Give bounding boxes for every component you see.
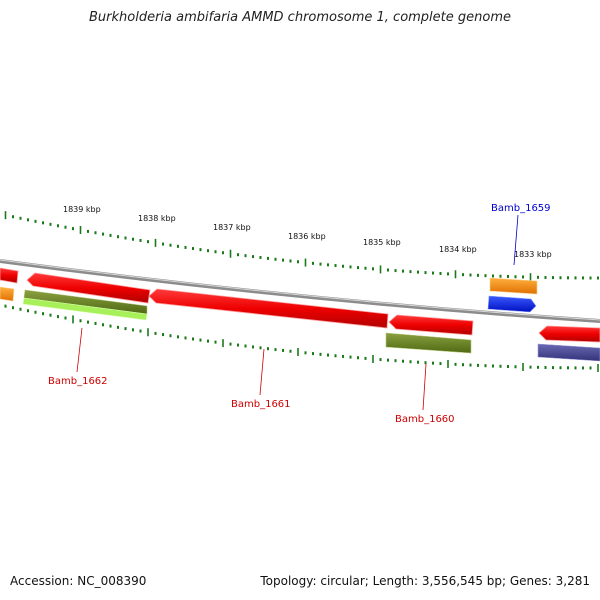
leader-line-bamb-1662 <box>76 327 83 373</box>
gene-label-bamb-1661[interactable]: Bamb_1661 <box>231 399 291 410</box>
gene-block-orange-right[interactable] <box>489 277 538 295</box>
leader-line-bamb-1660 <box>422 363 427 411</box>
gene-arrow-red-edge-left[interactable] <box>0 267 19 284</box>
kbp-label-1839: 1839 kbp <box>63 205 101 214</box>
kbp-label-1834: 1834 kbp <box>439 245 477 254</box>
chromosome-backbone <box>0 259 600 323</box>
kbp-label-1836: 1836 kbp <box>288 232 326 241</box>
gene-arrow-bamb-1660[interactable] <box>388 314 474 336</box>
kbp-label-1838: 1838 kbp <box>138 214 176 223</box>
leader-line-bamb-1659 <box>513 214 519 266</box>
gene-arrow-red-edge-right[interactable] <box>538 325 600 343</box>
leader-line-bamb-1661 <box>259 348 265 396</box>
gene-arrow-bamb-1659[interactable] <box>487 295 537 313</box>
gene-block-olive-1660[interactable] <box>385 332 472 354</box>
genome-summary-text: Topology: circular; Length: 3,556,545 bp… <box>260 574 590 588</box>
gene-block-purple-right[interactable] <box>537 343 600 362</box>
kbp-label-1837: 1837 kbp <box>213 223 251 232</box>
outer-scale-ticks <box>4 211 599 282</box>
gene-label-bamb-1659[interactable]: Bamb_1659 <box>491 203 551 214</box>
chromosome-backbone-highlight <box>0 259 600 321</box>
kbp-label-1833: 1833 kbp <box>514 250 552 259</box>
gene-arrow-bamb-1661[interactable] <box>148 288 389 329</box>
gene-block-lime-left[interactable] <box>22 297 148 321</box>
inner-scale-ticks <box>4 304 599 372</box>
map-title: Burkholderia ambifaria AMMD chromosome 1… <box>88 10 512 25</box>
accession-text: Accession: NC_008390 <box>10 574 147 588</box>
gene-label-bamb-1662[interactable]: Bamb_1662 <box>48 376 108 387</box>
gene-block-orange-left[interactable] <box>0 286 15 302</box>
kbp-label-1835: 1835 kbp <box>363 238 401 247</box>
gene-label-bamb-1660[interactable]: Bamb_1660 <box>395 414 455 425</box>
